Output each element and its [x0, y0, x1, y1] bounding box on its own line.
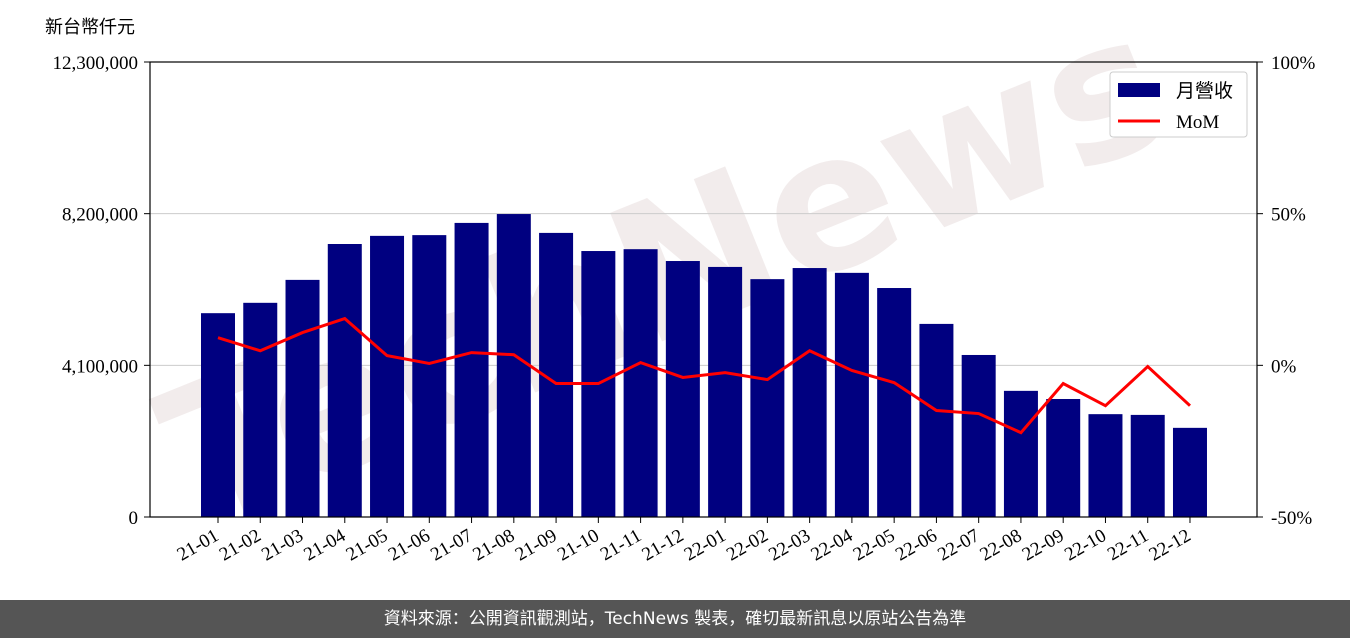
- x-tick-label: 21-12: [638, 525, 687, 565]
- bar: [201, 313, 235, 517]
- legend-label: 月營收: [1176, 80, 1233, 102]
- bar: [1130, 414, 1165, 517]
- bar: [370, 235, 405, 517]
- bar: [961, 354, 996, 517]
- bar: [750, 279, 785, 517]
- y-tick-label: 12,300,000: [53, 53, 139, 74]
- x-tick-label: 21-07: [427, 525, 476, 565]
- bar: [877, 288, 912, 517]
- x-tick-label: 22-09: [1019, 525, 1068, 565]
- x-tick-label: 22-04: [808, 525, 857, 566]
- footer: 資料來源：公開資訊觀測站，TechNews 製表，確切最新訊息以原站公告為準: [0, 600, 1350, 638]
- bar: [454, 222, 489, 518]
- x-tick-label: 21-06: [385, 525, 434, 565]
- bar: [1088, 414, 1123, 517]
- bar: [496, 214, 531, 517]
- y2-tick-label: 50%: [1271, 205, 1306, 226]
- legend-swatch: [1118, 83, 1160, 97]
- bar: [327, 244, 362, 517]
- x-tick-label: 22-07: [934, 525, 983, 565]
- x-tick-label: 21-05: [343, 525, 392, 565]
- y-tick-label: 4,100,000: [62, 356, 138, 377]
- bar: [665, 261, 700, 517]
- bar: [1046, 398, 1081, 517]
- y2-tick-label: 100%: [1271, 53, 1316, 74]
- bar: [919, 323, 954, 517]
- x-tick-label: 22-12: [1146, 525, 1195, 565]
- y-tick-label: 0: [129, 508, 139, 529]
- y-tick-label: 8,200,000: [62, 205, 138, 226]
- x-tick-label: 22-01: [681, 525, 730, 565]
- x-tick-label: 21-11: [597, 525, 645, 565]
- x-tick-label: 21-08: [469, 525, 518, 565]
- bar: [412, 235, 447, 517]
- bar: [1003, 390, 1038, 517]
- x-tick-label: 22-10: [1061, 525, 1110, 565]
- bar: [792, 268, 827, 517]
- x-tick-label: 21-09: [512, 525, 561, 565]
- bar: [623, 249, 658, 517]
- chart: 新台幣仟元 TechNews04,100,0008,200,00012,300,…: [45, 0, 1316, 570]
- bar: [1172, 427, 1207, 517]
- x-tick-label: 22-05: [850, 525, 899, 565]
- bar: [708, 266, 743, 517]
- bar: [285, 279, 320, 517]
- bar: [834, 272, 869, 517]
- x-tick-label: 22-11: [1104, 525, 1152, 565]
- x-tick-label: 22-02: [723, 525, 772, 565]
- line: [217, 316, 1191, 435]
- bar: [243, 302, 278, 517]
- y2-tick-label: 0%: [1271, 356, 1297, 377]
- y-axis-title: 新台幣仟元: [45, 17, 135, 38]
- plot-frame: [149, 61, 1258, 518]
- y2-tick-label: -50%: [1271, 508, 1312, 529]
- x-tick-label: 22-08: [977, 525, 1026, 565]
- x-tick-label: 21-10: [554, 525, 603, 565]
- legend-label: MoM: [1176, 112, 1219, 133]
- x-tick-label: 22-03: [765, 525, 814, 565]
- x-tick-label: 22-06: [892, 525, 941, 565]
